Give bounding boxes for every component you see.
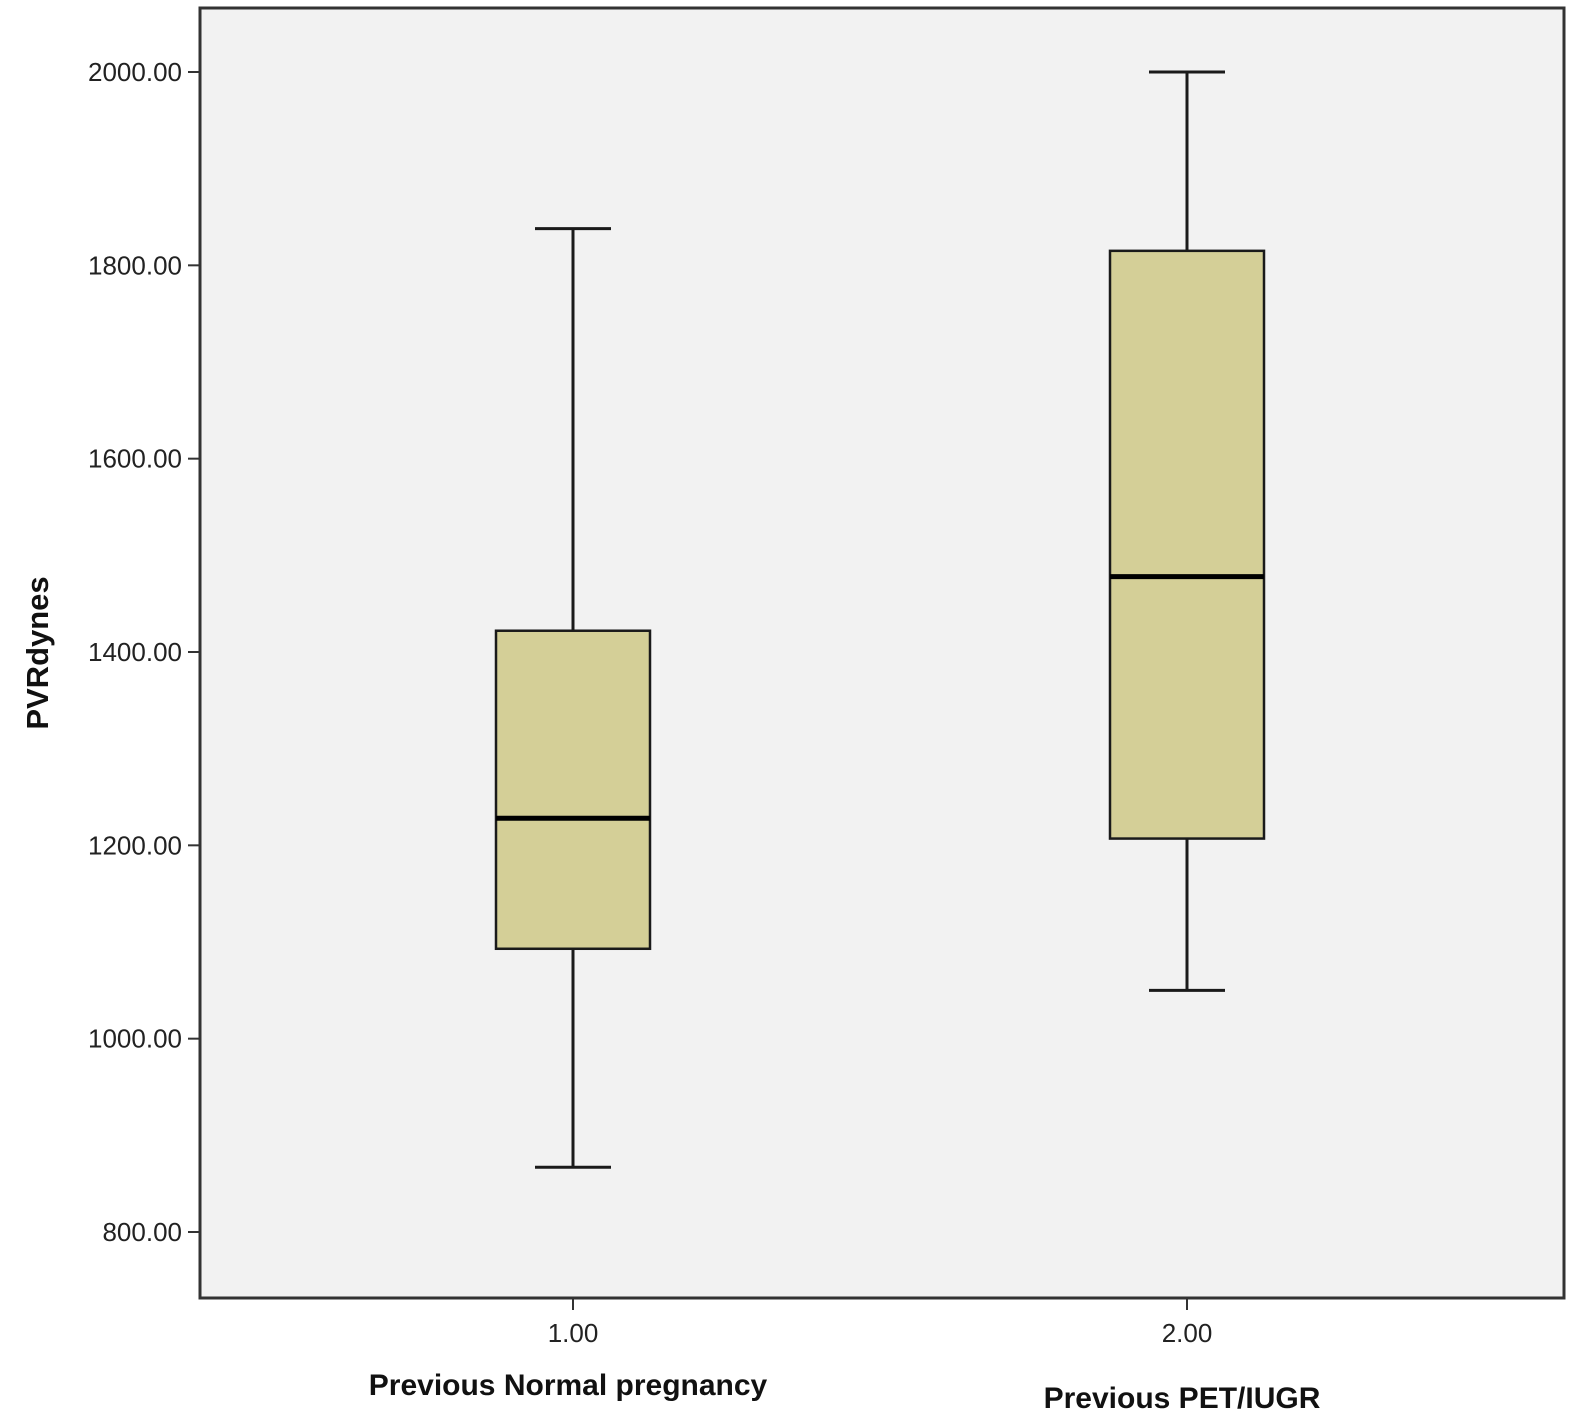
x-tick-label: 1.00 [548,1318,599,1348]
x-tick-label: 2.00 [1162,1318,1213,1348]
y-axis: 800.00 1000.00 1200.00 1400.00 1600.00 1800.0… [88,57,200,1247]
boxes [494,70,1266,1169]
y-tick-label: 2000.00 [88,57,182,87]
box-1 [494,227,652,1169]
category-title: Previous Normal pregnancy [369,1369,768,1402]
category-titles: Previous Normal pregnancy Previous PET/IU… [369,1369,1321,1415]
category-title: Previous PET/IUGR [1044,1382,1321,1415]
y-tick-label: 1800.00 [88,250,182,280]
y-tick-label: 1200.00 [88,830,182,860]
box-2 [1108,70,1266,992]
x-axis: 1.00 2.00 [548,1298,1213,1348]
plot-area [198,6,1566,1300]
y-tick-label: 1600.00 [88,444,182,474]
y-tick-label: 800.00 [102,1217,182,1247]
y-axis-title: PVRdynes [20,576,55,729]
iqr-box [494,629,652,951]
y-tick-label: 1000.00 [88,1024,182,1054]
y-tick-label: 1400.00 [88,637,182,667]
iqr-box [1108,249,1266,840]
